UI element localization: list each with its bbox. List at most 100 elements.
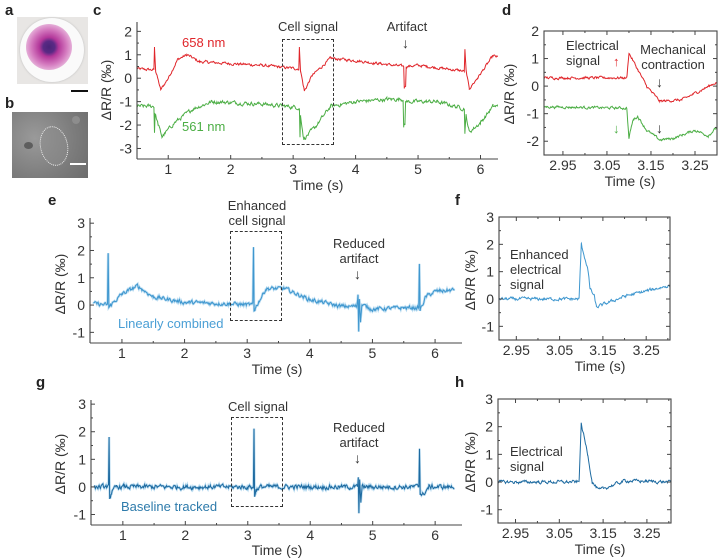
x-tick-label: 1 [118,345,126,361]
cell-signal-label: Cell signal [278,19,338,34]
x-tick-label: 3.05 [593,157,620,173]
series-label-561: 561 nm [182,119,226,134]
x-tick-label: 3.15 [637,157,664,173]
y-tick-label: 1 [77,270,85,286]
panel-label-c: c [93,2,102,19]
x-tick-label: 2 [227,161,235,177]
y-tick-label: 1 [485,446,493,462]
x-tick-label: 3.25 [633,342,660,358]
label-line: Electrical [566,38,619,53]
y-tick-label: 2 [485,419,493,435]
cell-signal-label: Cell signal [228,399,288,414]
x-tick-label: 3.05 [546,342,573,358]
x-axis-label-e: Time (s) [251,361,303,377]
series-line-linearly-combined [93,247,455,332]
y-axis-label-f: ΔR/R (‰) [462,249,478,311]
y-tick-label: 1 [124,47,132,63]
y-tick-label: -2 [120,117,133,133]
device-photo [17,17,88,84]
x-tick-label: 2.95 [502,525,529,541]
series-line-baseline-tracked [498,422,671,490]
y-tick-label: -1 [481,502,494,518]
label-line: Enhanced [510,247,569,262]
x-tick-label: 2.95 [503,342,530,358]
label-line: Electrical [510,444,563,459]
reduced-artifact-label: Reduced artifact [326,236,392,266]
label-line: signal [566,53,600,68]
y-tick-label: -1 [73,324,86,340]
series-label-linear: Linearly combined [118,316,224,331]
cell-blob [24,142,33,149]
series-line-561-nm [544,104,717,142]
x-tick-label: 5 [369,345,377,361]
x-tick-label: 4 [306,527,314,543]
x-tick-label: 2.95 [549,157,576,173]
series-line-658-nm [137,46,498,92]
x-tick-label: 3.25 [633,525,660,541]
x-tick-label: 3 [243,345,251,361]
dish-stain [26,24,72,70]
series-line-658-nm [544,52,717,104]
series-label-658: 658 nm [182,35,226,50]
y-tick-label: 2 [124,23,132,39]
label-line: signal [510,459,544,474]
y-tick-label: 0 [486,291,494,307]
y-tick-label: 3 [78,396,86,412]
y-tick-label: -2 [527,133,540,149]
plot-frame [498,216,671,341]
plot-frame [497,398,672,524]
x-axis-label-g: Time (s) [251,542,303,558]
y-tick-label: 1 [78,451,86,467]
arrow-down-icon: ↓ [354,266,361,282]
series-line-561-nm [137,95,498,141]
y-tick-label: -3 [120,140,133,156]
y-axis-label-c: ΔR/R (‰) [98,59,114,121]
label-line: Mechanical [640,42,706,57]
y-tick-label: 0 [124,70,132,86]
y-tick-label: -1 [482,318,495,334]
y-tick-label: -1 [120,94,133,110]
arrow-down-icon: ↓ [656,74,663,90]
x-tick-label: 6 [477,161,485,177]
y-tick-label: 0 [531,78,539,94]
label-line: signal [510,277,544,292]
mechanical-contraction-label: Mechanical contraction [636,42,710,72]
y-tick-label: 2 [486,236,494,252]
x-axis-label-d: Time (s) [604,173,656,189]
x-tick-label: 3 [244,527,252,543]
plot-frame [543,30,718,156]
x-tick-label: 5 [369,527,377,543]
x-tick-label: 6 [431,527,439,543]
x-tick-label: 6 [431,345,439,361]
arrow-up-icon: ↑ [613,54,620,69]
label-line: Enhanced [227,198,287,213]
series-line-linearly-combined [499,241,670,309]
electrical-signal-label: Electrical signal [510,444,563,474]
cell-signal-box-g [231,417,283,507]
y-tick-label: 0 [78,479,86,495]
y-tick-label: 3 [77,215,85,231]
x-tick-label: 2 [181,345,189,361]
x-axis-label-c: Time (s) [292,177,344,193]
arrow-down-icon: ↓ [613,121,620,136]
x-tick-label: 3 [289,161,297,177]
y-axis-label-e: ΔR/R (‰) [52,253,68,315]
y-axis-label-g: ΔR/R (‰) [52,433,68,495]
label-line: Reduced [332,420,386,435]
series-line-baseline-tracked [94,428,455,514]
x-tick-label: 2 [181,527,189,543]
panel-label-d: d [502,2,512,19]
x-tick-label: 4 [352,161,360,177]
label-line: electrical [510,262,562,277]
cell-signal-box-e [230,231,282,321]
y-tick-label: -1 [527,106,540,122]
scale-bar-b [70,163,86,165]
y-tick-label: 1 [486,264,494,280]
panel-label-b: b [5,95,15,112]
arrow-down-icon: ↓ [402,35,409,51]
cell-blob [72,116,80,124]
cell-micrograph [12,112,88,178]
arrow-down-icon: ↓ [354,450,361,466]
x-tick-label: 3.05 [546,525,573,541]
